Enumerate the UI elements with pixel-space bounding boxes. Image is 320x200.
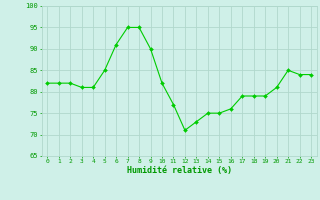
X-axis label: Humidité relative (%): Humidité relative (%) (127, 166, 232, 175)
